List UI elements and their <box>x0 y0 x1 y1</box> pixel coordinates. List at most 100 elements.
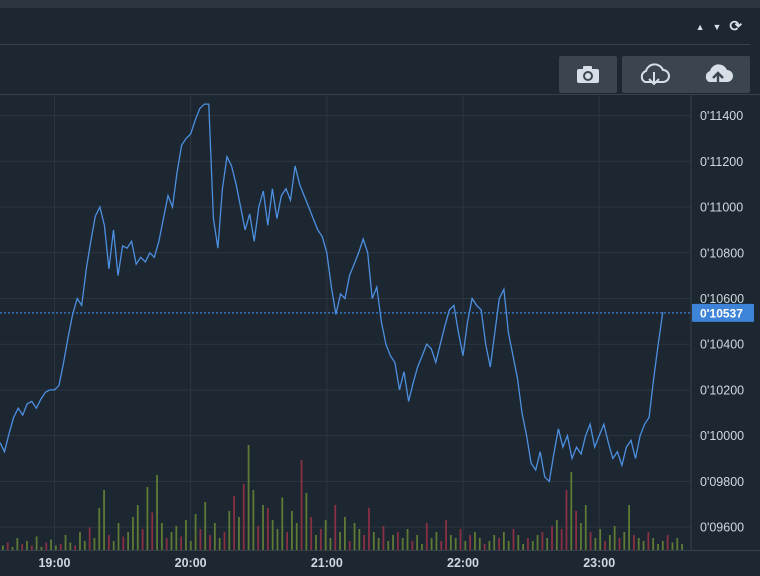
volume-bar <box>21 544 24 550</box>
volume-bar <box>416 535 419 550</box>
volume-bar <box>257 526 260 550</box>
volume-bar <box>430 538 433 550</box>
grid-lines <box>0 95 760 551</box>
volume-bar <box>324 520 327 550</box>
panel-controls: ▲ ▼ ⟳ <box>695 18 742 35</box>
volume-bar <box>541 532 544 550</box>
volume-bar <box>146 487 149 550</box>
volume-bar <box>396 532 399 550</box>
volume-bar <box>218 538 221 550</box>
volume-bar <box>488 541 491 550</box>
volume-bar <box>194 514 197 550</box>
volume-bar <box>411 541 414 550</box>
volume-bar <box>223 532 226 550</box>
volume-bar <box>165 538 168 550</box>
volume-bar <box>507 541 510 550</box>
y-tick-label: 0'11200 <box>700 155 743 169</box>
volume-bar <box>271 520 274 550</box>
volume-bar <box>445 520 447 550</box>
y-tick-label: 0'11400 <box>700 109 743 123</box>
volume-bar <box>666 535 669 550</box>
volume-bar <box>570 472 573 550</box>
volume-bar <box>339 532 341 550</box>
price-chart[interactable]: 0'09600 0'09800 0'10000 0'10200 0'10400 0'106… <box>0 95 760 576</box>
volume-bar <box>291 511 293 550</box>
volume-bar <box>584 505 587 550</box>
volume-bar <box>459 529 462 550</box>
volume-bar <box>329 538 332 550</box>
volume-bar <box>498 538 500 550</box>
volume-bar <box>45 542 48 550</box>
volume-bar <box>79 532 81 550</box>
volume-bar <box>449 535 452 550</box>
y-tick-label: 0'10400 <box>700 338 744 352</box>
volume-bar <box>502 532 505 550</box>
volume-bar <box>661 541 664 550</box>
volume-bar <box>107 535 110 550</box>
volume-bar <box>54 545 57 550</box>
volume-bar <box>637 538 640 550</box>
volume-bar <box>69 542 72 550</box>
volume-bar <box>88 527 91 550</box>
camera-icon <box>577 65 599 83</box>
volume-bar <box>64 535 67 550</box>
volume-bar <box>406 529 409 550</box>
panel-header: ▲ ▼ ⟳ <box>0 8 760 46</box>
volume-bar <box>425 523 428 550</box>
volume-bar <box>560 529 563 550</box>
snapshot-button[interactable] <box>559 56 617 93</box>
volume-bar <box>83 541 86 550</box>
window-top-strip <box>0 0 760 8</box>
volume-bar <box>401 538 404 550</box>
volume-bar <box>647 532 650 550</box>
x-tick-label: 22:00 <box>447 556 479 570</box>
volume-bar <box>252 490 255 550</box>
volume-bar <box>103 490 105 550</box>
volume-bar <box>652 538 655 550</box>
volume-bar <box>536 535 539 550</box>
volume-bar <box>604 541 606 550</box>
y-tick-label: 0'09800 <box>700 475 744 489</box>
volume-bar <box>546 538 549 550</box>
volume-bar <box>35 536 38 550</box>
volume-bar <box>555 520 558 550</box>
volume-bar <box>185 520 187 550</box>
volume-bars <box>2 445 683 550</box>
x-tick-label: 19:00 <box>38 556 70 570</box>
volume-bar <box>372 532 375 550</box>
volume-bar <box>117 523 120 550</box>
volume-bar <box>136 505 139 550</box>
volume-bar <box>642 541 645 550</box>
last-price-label: 0'10537 <box>700 306 743 320</box>
refresh-icon[interactable]: ⟳ <box>729 18 742 35</box>
collapse-up-icon[interactable]: ▲ <box>695 22 705 32</box>
volume-bar <box>40 547 43 550</box>
volume-bar <box>512 529 515 550</box>
volume-bar <box>589 532 592 550</box>
volume-bar <box>527 538 529 550</box>
collapse-down-icon[interactable]: ▼ <box>712 22 722 32</box>
download-button[interactable] <box>622 56 750 93</box>
volume-bar <box>522 544 525 550</box>
volume-bar <box>228 511 231 550</box>
volume-bar <box>454 538 457 550</box>
volume-bar <box>657 544 659 550</box>
cloud-upload-icon[interactable] <box>701 63 735 87</box>
chart-toolbar <box>0 46 760 95</box>
volume-bar <box>160 523 163 550</box>
x-tick-label: 21:00 <box>311 556 343 570</box>
volume-bar <box>204 502 207 550</box>
volume-bar <box>551 526 553 550</box>
volume-bar <box>334 505 337 550</box>
volume-bar <box>392 535 394 550</box>
volume-bar <box>464 541 467 550</box>
volume-bar <box>310 517 313 550</box>
y-tick-label: 0'11000 <box>700 201 743 215</box>
volume-bar <box>127 532 130 550</box>
volume-bar <box>305 493 308 550</box>
volume-bar <box>300 460 303 550</box>
volume-bar <box>122 536 125 550</box>
volume-bar <box>681 544 683 550</box>
volume-bar <box>156 475 158 550</box>
volume-bar <box>238 517 240 550</box>
